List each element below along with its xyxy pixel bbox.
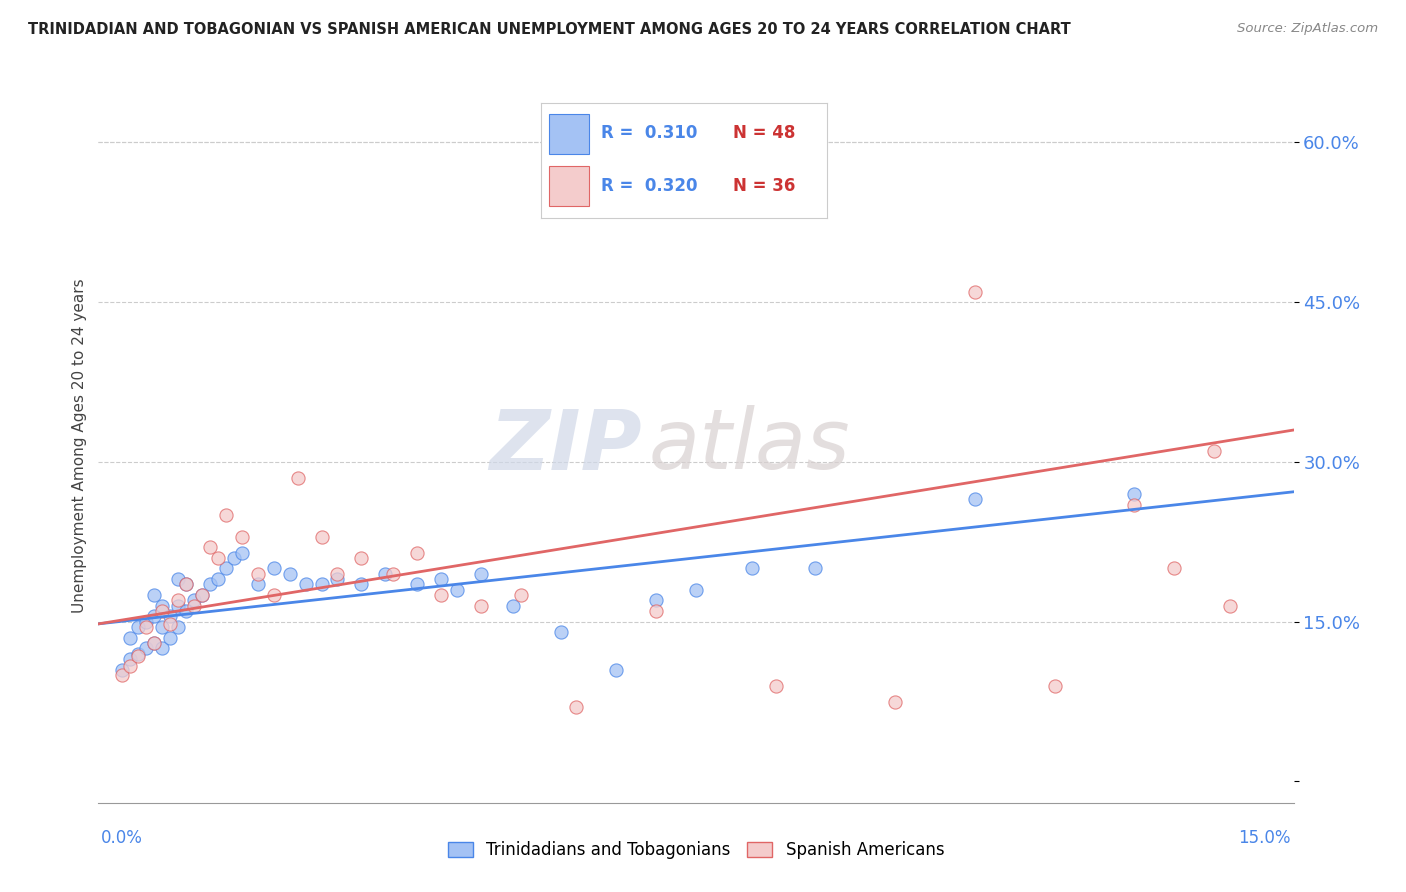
Point [159,616,181,631]
Point [111,663,134,677]
Point [263,561,285,575]
Point [167,572,190,586]
Point [446,582,468,597]
Point [287,471,309,485]
Point [294,577,316,591]
Point [311,529,333,543]
Point [120,652,142,666]
Point [884,695,907,709]
Point [183,599,205,613]
Text: ZIP: ZIP [489,406,643,486]
Point [1123,487,1146,501]
Point [215,508,238,523]
Point [159,609,181,624]
Point [804,561,827,575]
Text: 0.0%: 0.0% [101,829,143,847]
Point [174,577,197,591]
Point [565,700,588,714]
Point [150,604,173,618]
Point [550,625,572,640]
Point [1043,679,1066,693]
Point [509,588,531,602]
Point [470,566,492,581]
Point [135,641,157,656]
Point [143,588,166,602]
Point [167,599,190,613]
Point [198,540,221,554]
Point [167,593,190,607]
Point [198,577,221,591]
Point [741,561,763,575]
Y-axis label: Unemployment Among Ages 20 to 24 years: Unemployment Among Ages 20 to 24 years [72,278,87,614]
Point [120,631,142,645]
Point [350,577,373,591]
Point [231,545,253,559]
Point [963,492,986,507]
Point [1202,444,1225,458]
Point [430,572,453,586]
Point [350,550,373,565]
Point [326,566,349,581]
Point [127,648,149,663]
Point [207,572,229,586]
Point [111,668,134,682]
Point [502,599,524,613]
Point [150,599,173,613]
Point [605,663,627,677]
Point [406,577,429,591]
Point [127,620,149,634]
Text: TRINIDADIAN AND TOBAGONIAN VS SPANISH AMERICAN UNEMPLOYMENT AMONG AGES 20 TO 24 : TRINIDADIAN AND TOBAGONIAN VS SPANISH AM… [28,22,1071,37]
Point [207,550,229,565]
Point [231,529,253,543]
Point [765,679,787,693]
Point [167,620,190,634]
Point [127,647,149,661]
Point [263,588,285,602]
Point [246,566,269,581]
Point [143,636,166,650]
Point [222,550,245,565]
Point [645,593,668,607]
Legend: Trinidadians and Tobagonians, Spanish Americans: Trinidadians and Tobagonians, Spanish Am… [441,835,950,866]
Point [215,561,238,575]
Point [150,620,173,634]
Point [191,588,214,602]
Point [406,545,429,559]
Point [246,577,269,591]
Text: atlas: atlas [648,406,849,486]
Point [174,604,197,618]
Point [1123,498,1146,512]
Point [1219,599,1241,613]
Point [278,566,301,581]
Point [963,285,986,299]
Point [174,577,197,591]
Point [430,588,453,602]
Point [1163,561,1185,575]
Point [382,566,405,581]
Point [159,631,181,645]
Point [191,588,214,602]
Point [183,593,205,607]
Text: Source: ZipAtlas.com: Source: ZipAtlas.com [1237,22,1378,36]
Text: 15.0%: 15.0% [1239,829,1291,847]
Point [326,572,349,586]
Point [143,609,166,624]
Point [150,641,173,656]
Point [135,620,157,634]
Point [645,604,668,618]
Point [374,566,396,581]
Point [470,599,492,613]
Point [311,577,333,591]
Point [135,615,157,629]
Point [143,636,166,650]
Point [120,659,142,673]
Point [685,582,707,597]
